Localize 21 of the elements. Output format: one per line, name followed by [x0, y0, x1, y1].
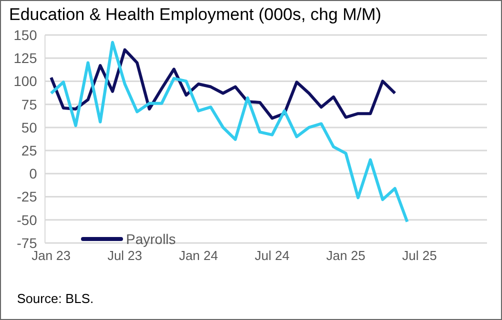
source-note: Source: BLS. [17, 291, 95, 306]
y-tick-label: 125 [14, 50, 38, 66]
y-tick-label: -75 [16, 234, 38, 251]
x-tick-label: Jul 25 [402, 248, 437, 264]
y-tick-label: 25 [21, 142, 38, 159]
legend-label: Payrolls [126, 231, 176, 247]
y-tick-label: 50 [21, 119, 38, 136]
line-series [50, 40, 409, 224]
line-series [50, 48, 396, 120]
x-tick-label: Jan 25 [326, 248, 366, 264]
y-tick-label: 0 [29, 166, 38, 182]
y-tick-label: 75 [21, 96, 38, 112]
x-tick-label: Jul 23 [107, 248, 142, 264]
y-tick-label: -25 [16, 188, 38, 205]
y-tick-label: 150 [14, 26, 38, 43]
chart-title: Education & Health Employment (000s, chg M/M) [9, 5, 382, 24]
x-tick-label: Jan 24 [178, 248, 218, 264]
y-tick-label: 100 [14, 73, 38, 90]
x-tick-label: Jan 23 [32, 248, 71, 264]
x-tick-label: Jul 24 [254, 248, 290, 264]
y-tick-label: -50 [16, 212, 38, 228]
